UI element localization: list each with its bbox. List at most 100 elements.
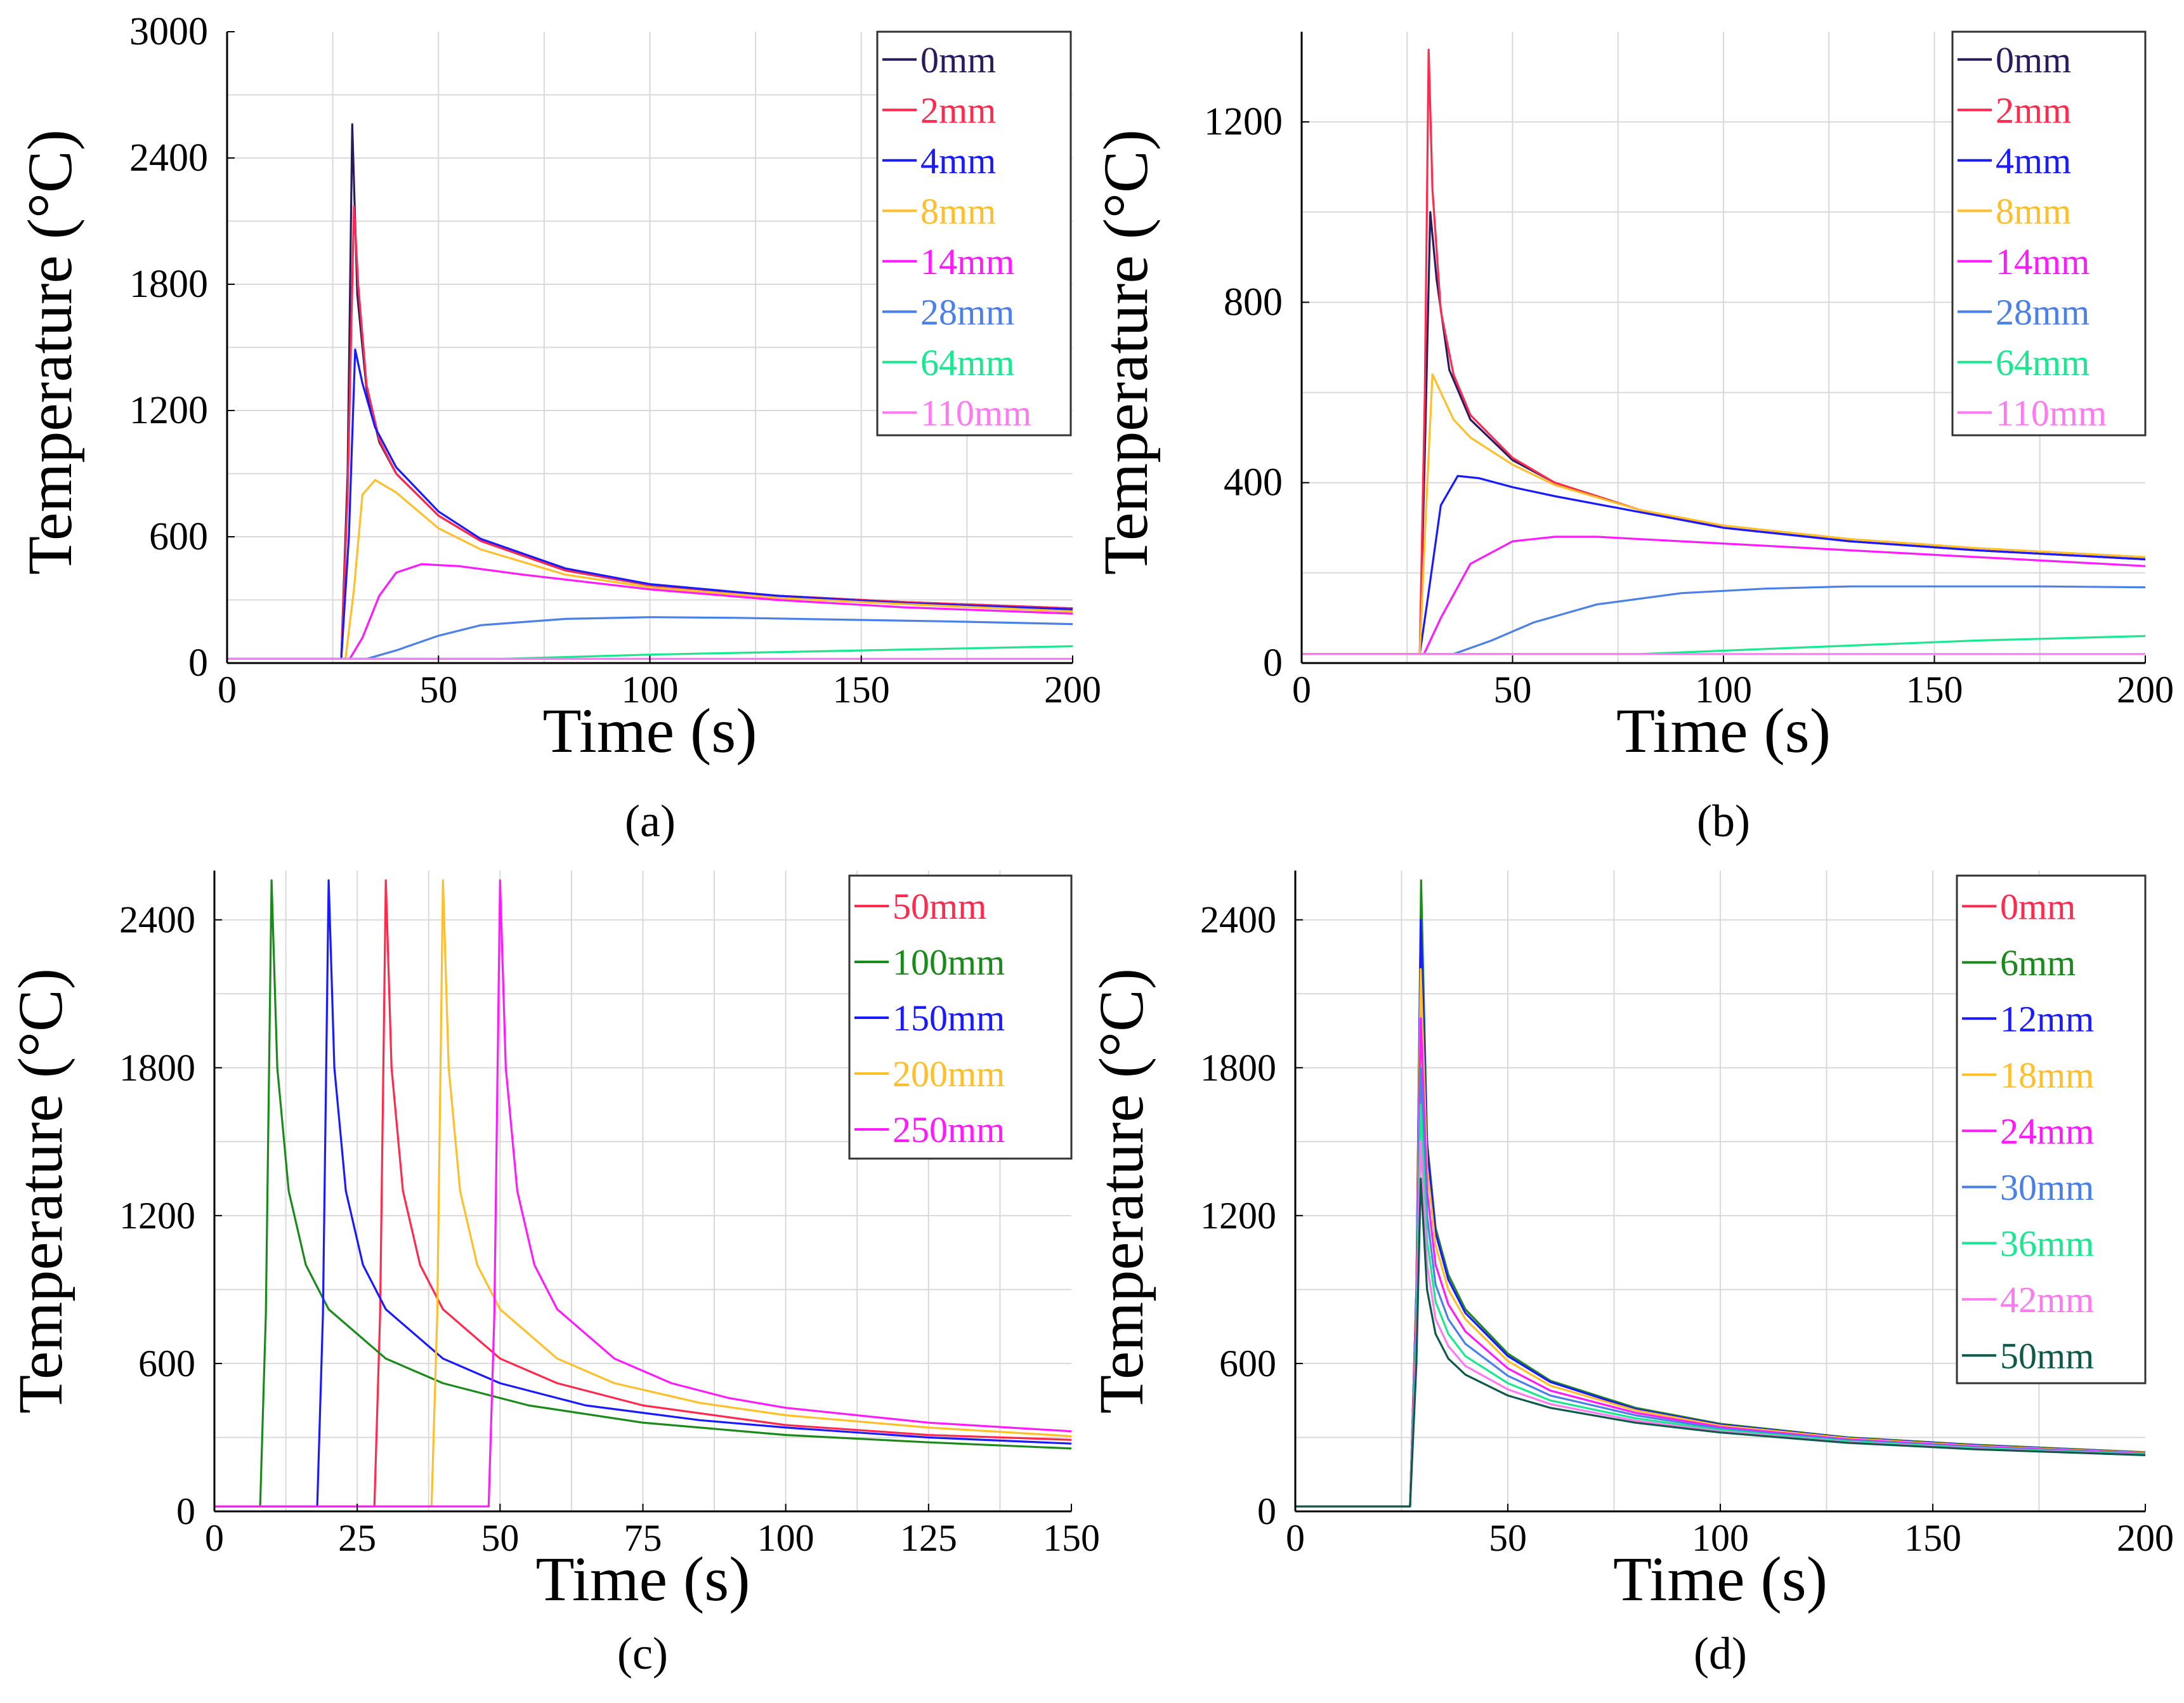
x-tick-label: 50 [419,669,457,711]
y-tick-label: 1200 [129,389,208,432]
chart-panel-a: 0 50 100 150 200 0 600 1200 1800 2400 3000 Time (s)… [15,10,1101,846]
x-axis-title: Time (s) [1616,695,1831,766]
panel-label: (c) [617,1628,668,1679]
x-tick-label: 50 [481,1517,519,1559]
y-axis-title: Temperature (°C) [1086,968,1156,1414]
x-tick-label: 50 [1489,1517,1527,1559]
series-line-250mm [214,879,1072,1508]
x-tick-label: 0 [1286,1517,1305,1559]
legend-label-200mm: 200mm [893,1053,1005,1095]
legend-label-28mm: 28mm [920,291,1014,332]
legend-label-4mm: 4mm [1996,140,2071,181]
x-axis-title: Time (s) [1613,1544,1828,1614]
y-tick-label: 0 [1263,641,1283,685]
legend-label-150mm: 150mm [893,997,1005,1039]
y-tick-label: 3000 [129,10,208,53]
series-line-50mm [1295,1177,2146,1508]
y-tick-label: 2400 [1200,899,1276,941]
x-tick-label: 200 [2117,669,2174,711]
series-lines [1295,879,2146,1508]
y-tick-label: 1800 [129,263,208,306]
legend-label-250mm: 250mm [893,1109,1005,1150]
y-axis-title: Temperature (°C) [1090,129,1161,575]
legend-label-100mm: 100mm [893,942,1005,983]
legend-label-2mm: 2mm [1996,89,2071,131]
x-tick-label: 150 [1906,669,1963,711]
x-tick-label: 0 [1292,669,1311,711]
y-tick-label: 2400 [129,136,208,180]
legend-label-110mm: 110mm [1996,392,2107,433]
y-tick-label: 1200 [1204,100,1283,143]
legend-label-18mm: 18mm [2000,1055,2094,1096]
y-tick-label: 1800 [119,1047,195,1089]
y-tick-label: 600 [149,515,208,558]
x-tick-label: 200 [1044,669,1101,711]
y-tick-label: 0 [188,641,208,685]
y-tick-label: 1200 [1200,1195,1276,1237]
series-line-50mm [214,879,1072,1508]
y-tick-label: 600 [1219,1343,1276,1384]
panel-label: (a) [625,796,676,846]
legend-label-8mm: 8mm [1996,190,2071,232]
x-axis-title: Time (s) [542,695,757,766]
legend-label-110mm: 110mm [920,392,1031,433]
legend-box [876,30,1072,437]
legend-label-64mm: 64mm [1996,342,2089,383]
y-tick-label: 1800 [1200,1047,1276,1089]
y-tick-label: 0 [176,1490,195,1532]
legend-label-28mm: 28mm [1996,291,2089,332]
legend: 0mm 6mm 12mm 18mm 24mm 30mm 36mm 42mm 50mm [1956,874,2147,1384]
legend-label-50mm: 50mm [2000,1335,2094,1376]
x-tick-label: 200 [2117,1517,2174,1559]
chart-panel-b: 0 50 100 150 200 0 400 800 1200 Time (s) Temperatu… [1090,30,2174,846]
series-line-4mm [1302,475,2146,655]
x-tick-label: 50 [1494,669,1532,711]
y-axis-title: Temperature (°C) [15,129,85,575]
x-tick-label: 100 [622,669,679,711]
legend-label-0mm: 0mm [1996,39,2071,81]
panel-label: (b) [1697,796,1750,846]
series-line-14mm [1302,536,2146,655]
series-line-28mm [1302,585,2146,655]
legend: 0mm 2mm 4mm 8mm 14mm 28mm 64mm 110mm [876,30,1072,437]
legend-label-4mm: 4mm [920,140,996,181]
x-tick-label: 0 [218,669,237,711]
legend-label-8mm: 8mm [920,190,996,232]
legend-label-42mm: 42mm [2000,1279,2094,1320]
series-lines [1302,48,2146,655]
y-tick-label: 1200 [119,1195,195,1237]
x-tick-label: 25 [338,1517,376,1559]
x-tick-label: 100 [1695,669,1752,711]
series-lines [214,879,1072,1508]
y-axis-title: Temperature (°C) [5,968,75,1414]
series-line-28mm [227,616,1073,661]
x-tick-label: 150 [1904,1517,1961,1559]
x-tick-label: 75 [624,1517,662,1559]
x-tick-label: 100 [1692,1517,1749,1559]
series-line-8mm [1302,373,2146,655]
x-tick-label: 100 [757,1517,814,1559]
legend-label-30mm: 30mm [2000,1167,2094,1208]
x-tick-label: 125 [900,1517,957,1559]
y-tick-label: 0 [1257,1490,1276,1532]
series-line-150mm [214,879,1072,1508]
legend-label-0mm: 0mm [2000,886,2076,927]
legend-label-50mm: 50mm [893,886,986,927]
legend: 0mm 2mm 4mm 8mm 14mm 28mm 64mm 110mm [1951,30,2147,437]
y-tick-label: 800 [1224,280,1283,324]
panel-label: (d) [1694,1628,1747,1679]
legend-label-0mm: 0mm [920,39,996,81]
legend-box [1951,30,2147,437]
chart-panel-d: 0 50 100 150 200 0 600 1200 1800 2400 Time (s) Temp… [1086,871,2174,1679]
x-tick-label: 150 [833,669,890,711]
legend-label-6mm: 6mm [2000,942,2076,983]
series-line-100mm [214,879,1072,1508]
legend-label-64mm: 64mm [920,342,1014,383]
legend-label-36mm: 36mm [2000,1223,2094,1264]
series-line-4mm [227,348,1073,661]
legend-label-2mm: 2mm [920,89,996,131]
x-tick-label: 0 [205,1517,224,1559]
legend-label-14mm: 14mm [1996,241,2089,282]
